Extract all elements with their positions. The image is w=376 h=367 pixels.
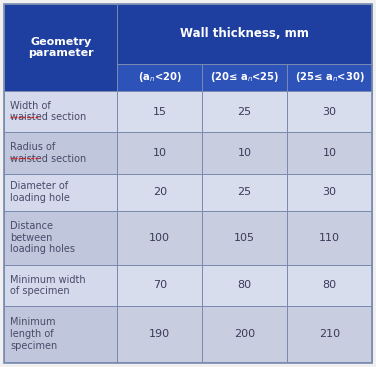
Text: 30: 30 [323,107,337,117]
Text: 70: 70 [153,280,167,290]
Bar [4,265,117,306]
Text: 25: 25 [238,107,252,117]
Bar [287,306,372,362]
Bar [117,91,202,132]
Bar [117,174,202,211]
Bar [202,265,287,306]
Bar [202,91,287,132]
Bar [287,265,372,306]
Bar [4,306,117,362]
Text: Distance
between
loading holes: Distance between loading holes [10,221,75,254]
Bar [202,306,287,362]
Text: Geometry
parameter: Geometry parameter [28,37,94,58]
Bar [287,174,372,211]
Text: 210: 210 [319,329,340,339]
Bar [117,63,202,91]
Bar [202,174,287,211]
Bar [4,4,117,91]
Text: 110: 110 [319,233,340,243]
Bar [287,63,372,91]
Bar [287,211,372,265]
Bar [202,63,287,91]
Bar [117,306,202,362]
Text: 100: 100 [149,233,170,243]
Text: 200: 200 [234,329,255,339]
Text: Diameter of
loading hole: Diameter of loading hole [10,182,70,203]
Bar [4,211,117,265]
Bar [4,174,117,211]
Text: Wall thickness, mm: Wall thickness, mm [180,27,309,40]
Text: 190: 190 [149,329,170,339]
Text: 20: 20 [153,187,167,197]
Bar [287,132,372,174]
Text: 30: 30 [323,187,337,197]
Text: 105: 105 [234,233,255,243]
Text: Minimum width
of specimen: Minimum width of specimen [10,275,86,296]
Bar [287,91,372,132]
Bar [117,211,202,265]
Bar [117,132,202,174]
Bar [4,4,372,63]
Text: (20≤ a$_n$<25): (20≤ a$_n$<25) [210,70,279,84]
Bar [117,265,202,306]
Text: (25≤ a$_n$<30): (25≤ a$_n$<30) [295,70,364,84]
Text: 10: 10 [323,148,337,158]
Bar [202,211,287,265]
Text: Radius of
waisted section: Radius of waisted section [10,142,86,164]
Text: 15: 15 [153,107,167,117]
Text: Width of
waisted section: Width of waisted section [10,101,86,123]
Text: 10: 10 [153,148,167,158]
Text: 80: 80 [238,280,252,290]
Text: 80: 80 [323,280,337,290]
Text: Minimum
length of
specimen: Minimum length of specimen [10,317,57,350]
Text: (a$_n$<20): (a$_n$<20) [138,70,182,84]
Bar [4,91,117,132]
Bar [202,132,287,174]
Text: 10: 10 [238,148,252,158]
Bar [4,132,117,174]
Text: 25: 25 [238,187,252,197]
